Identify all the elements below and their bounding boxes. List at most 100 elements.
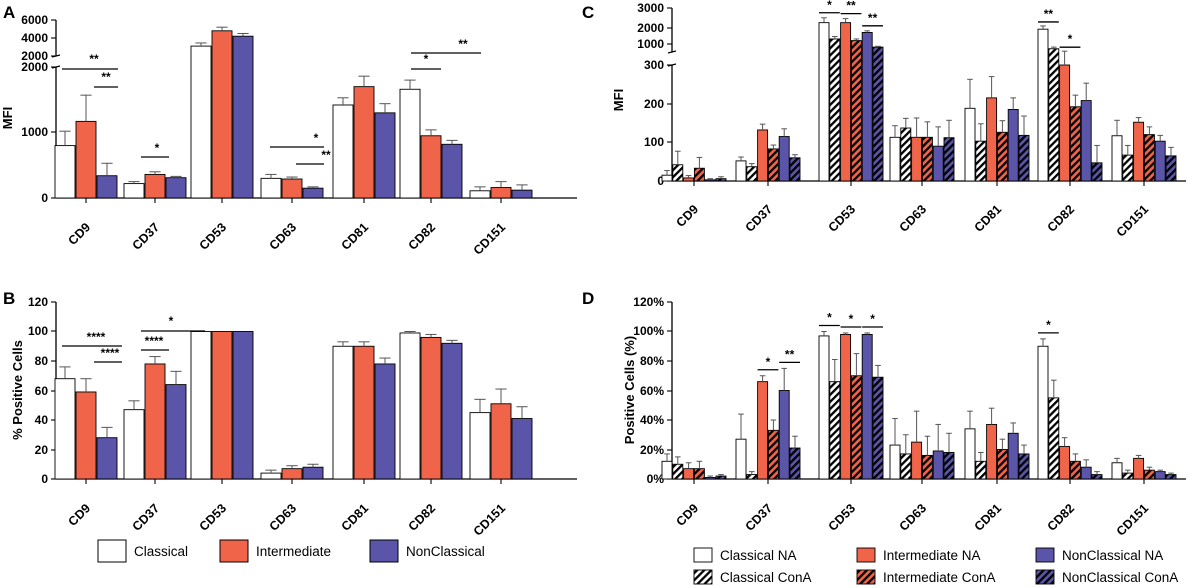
bar (420, 135, 442, 199)
legend-label: NonClassical (406, 544, 485, 559)
y-tick-label: 2000 (637, 21, 664, 35)
bar (921, 136, 933, 182)
legend-swatch (1035, 569, 1055, 585)
bar (1122, 154, 1134, 182)
bar (165, 177, 187, 199)
legend-swatch (219, 539, 249, 563)
x-tick-label: CD81 (339, 501, 372, 534)
bar (1154, 140, 1166, 182)
significance-label: ** (101, 70, 111, 84)
bar (123, 409, 145, 480)
x-tick-label: CD63 (267, 501, 300, 534)
x-tick-label: CD53 (197, 220, 230, 253)
legend-swatch (693, 547, 713, 563)
bar (190, 331, 212, 480)
bar (332, 104, 354, 199)
bar (374, 363, 396, 480)
bar (996, 131, 1008, 182)
bar (715, 475, 727, 480)
y-tick-label: 6000 (21, 13, 48, 27)
panel-label-c: C (582, 3, 594, 22)
x-tick-label: CD9 (66, 220, 94, 248)
legend-label: Classical NA (720, 548, 797, 563)
axis-break-mark (667, 50, 677, 54)
bar (1069, 106, 1081, 182)
bar (1091, 474, 1103, 480)
x-tick-label: CD151 (1114, 501, 1151, 538)
panel-label-b: B (3, 289, 15, 308)
bar (511, 418, 533, 480)
significance-label: * (827, 311, 832, 325)
x-tick-label: CD82 (1045, 202, 1078, 235)
y-tick-label: 80 (35, 354, 49, 368)
bar (1133, 457, 1145, 480)
bar (1111, 462, 1123, 480)
y-axis-label: MFI (0, 107, 15, 129)
bar (1133, 121, 1145, 182)
bar (441, 143, 463, 199)
y-tick-label: 1000 (21, 125, 48, 139)
bar (190, 45, 212, 199)
bar (1007, 432, 1019, 480)
bar (232, 331, 254, 480)
x-tick-label: CD53 (826, 501, 859, 534)
y-tick-label: 20% (640, 443, 664, 457)
bar (789, 447, 801, 480)
bar (1143, 469, 1155, 480)
bar (767, 148, 779, 182)
bar (911, 136, 923, 182)
y-tick-label: 0 (657, 174, 664, 188)
bar (1037, 28, 1049, 182)
y-tick-label: 40 (35, 413, 49, 427)
legend-label: Classical (134, 544, 188, 559)
bar (757, 381, 769, 480)
bar (1018, 453, 1030, 480)
bar (850, 375, 862, 480)
legend-label: NonClassical ConA (1062, 570, 1178, 585)
bar (829, 381, 841, 480)
significance-label: * (870, 312, 875, 326)
y-tick-label: 0 (41, 191, 48, 205)
x-tick-label: CD63 (897, 202, 930, 235)
significance-label: * (849, 312, 854, 326)
y-tick-label: 120 (28, 295, 48, 309)
bar (861, 334, 873, 480)
bar (281, 178, 303, 199)
bar (889, 136, 901, 182)
x-tick-label: CD37 (743, 501, 776, 534)
x-tick-label: CD82 (1045, 501, 1078, 534)
bar (1111, 135, 1123, 182)
x-tick-label: CD151 (471, 220, 508, 257)
bar (1059, 64, 1071, 182)
x-tick-label: CD81 (972, 202, 1005, 235)
bar (469, 190, 491, 199)
x-tick-label: CD81 (339, 220, 372, 253)
bar (789, 157, 801, 182)
bar (818, 335, 830, 480)
bar (818, 22, 830, 182)
legend-swatch (97, 539, 127, 563)
x-tick-label: CD81 (972, 501, 1005, 534)
bar (399, 88, 421, 199)
bar (850, 40, 862, 182)
bar (840, 22, 852, 182)
bar (1018, 134, 1030, 182)
x-tick-label: CD151 (471, 501, 508, 538)
bar (420, 336, 442, 480)
bar (1122, 472, 1134, 480)
y-tick-label: 4000 (21, 31, 48, 45)
bar (332, 345, 354, 480)
bar (778, 390, 790, 480)
bar (943, 452, 955, 480)
x-tick-label: CD9 (674, 202, 702, 230)
bar (260, 472, 282, 480)
y-tick-label: 60 (35, 384, 49, 398)
bar (872, 46, 884, 182)
bar (1059, 446, 1071, 480)
bar (1080, 466, 1092, 480)
bar (490, 403, 512, 480)
bar (302, 187, 324, 199)
bar (964, 107, 976, 182)
y-tick-label: 100 (28, 324, 48, 338)
legend-label: Intermediate ConA (883, 570, 996, 585)
